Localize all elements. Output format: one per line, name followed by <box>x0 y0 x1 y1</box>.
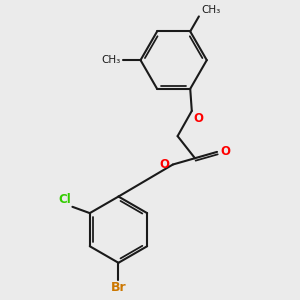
Text: Cl: Cl <box>58 193 71 206</box>
Text: Br: Br <box>111 281 126 294</box>
Text: CH₃: CH₃ <box>102 55 121 65</box>
Text: O: O <box>160 158 170 171</box>
Text: O: O <box>194 112 203 125</box>
Text: O: O <box>220 146 230 158</box>
Text: CH₃: CH₃ <box>201 5 220 15</box>
